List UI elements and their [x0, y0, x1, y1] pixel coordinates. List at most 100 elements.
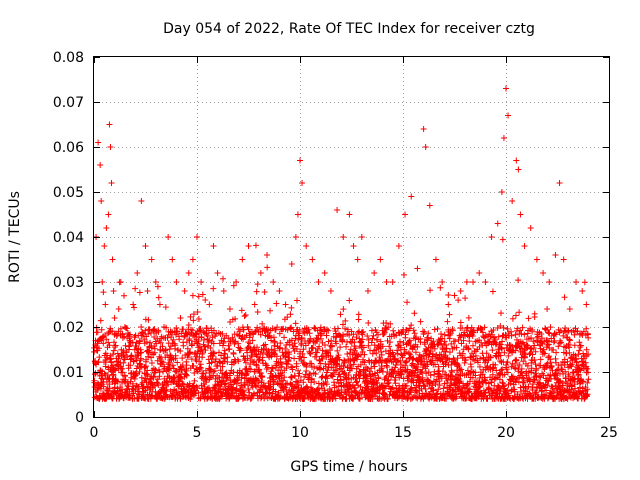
data-point — [165, 234, 172, 240]
data-point — [169, 256, 176, 263]
y-tick-label: 0.04 — [53, 230, 84, 246]
data-point — [101, 243, 108, 249]
data-point — [115, 306, 122, 312]
data-point — [573, 279, 580, 285]
data-point — [142, 243, 149, 249]
data-point — [377, 256, 384, 263]
data-point — [210, 243, 217, 249]
data-point — [105, 211, 112, 218]
data-point — [515, 166, 522, 173]
data-point — [102, 301, 109, 308]
data-point — [445, 301, 452, 308]
x-tick-label: 20 — [497, 425, 515, 441]
y-tick-label: 0.02 — [53, 320, 84, 336]
data-points — [91, 85, 592, 402]
x-tick-label: 15 — [394, 425, 412, 441]
data-point — [156, 301, 163, 308]
data-point — [97, 162, 104, 168]
data-point — [148, 256, 155, 263]
data-point — [383, 279, 390, 285]
data-point — [503, 85, 509, 92]
data-point — [533, 256, 540, 263]
data-point — [233, 279, 240, 285]
data-point — [521, 243, 528, 249]
x-tick-label: 10 — [291, 425, 309, 441]
data-point — [309, 256, 316, 263]
data-point — [214, 270, 221, 276]
y-tick-label: 0.03 — [53, 275, 84, 291]
data-point — [500, 135, 507, 141]
y-axis-label: ROTI / TECUs — [7, 191, 23, 283]
data-point — [282, 301, 289, 308]
data-point — [264, 252, 271, 258]
data-point — [98, 198, 105, 204]
data-point — [239, 256, 246, 263]
data-point — [498, 189, 505, 195]
data-point — [226, 306, 233, 312]
data-point — [294, 211, 301, 218]
data-point — [408, 193, 415, 200]
data-point — [494, 220, 501, 227]
y-tick-label: 0.07 — [53, 95, 84, 111]
data-point — [173, 279, 180, 285]
data-point — [527, 225, 534, 231]
data-point — [358, 234, 365, 240]
data-point — [517, 211, 524, 218]
data-point — [206, 301, 213, 308]
data-point — [288, 261, 295, 267]
data-point — [270, 279, 277, 285]
data-point — [189, 256, 196, 263]
y-tick-label: 0 — [75, 410, 84, 426]
x-tick-label: 25 — [600, 425, 618, 441]
data-point — [457, 288, 464, 294]
data-point — [107, 144, 114, 150]
data-point — [439, 279, 446, 285]
plot-frame — [93, 56, 610, 418]
data-point — [371, 270, 378, 276]
data-point — [463, 279, 470, 285]
data-point — [470, 279, 477, 285]
data-point — [99, 279, 106, 285]
data-point — [560, 256, 567, 263]
data-point — [185, 270, 192, 276]
axis-ticks — [94, 57, 610, 418]
data-point — [513, 157, 520, 164]
data-point — [327, 288, 334, 294]
data-point — [579, 288, 586, 294]
data-point — [420, 126, 427, 132]
data-point — [432, 256, 439, 263]
data-point — [321, 270, 328, 276]
data-point — [402, 211, 409, 218]
data-point — [198, 279, 205, 285]
data-point — [303, 243, 310, 249]
data-point — [130, 301, 137, 308]
data-point — [245, 243, 252, 249]
data-point — [251, 301, 258, 308]
data-point — [134, 270, 141, 276]
data-point — [109, 256, 116, 263]
data-point — [451, 292, 458, 299]
data-point — [364, 288, 371, 294]
data-point — [546, 279, 553, 285]
data-point — [108, 180, 115, 186]
y-tick-label: 0.01 — [53, 365, 84, 381]
data-point — [138, 198, 145, 204]
chart-title: Day 054 of 2022, Rate Of TEC Index for r… — [163, 21, 535, 37]
x-tick-label: 5 — [193, 425, 202, 441]
data-point — [566, 306, 573, 312]
y-tick-label: 0.08 — [53, 50, 84, 66]
data-point — [106, 121, 113, 128]
data-point — [181, 288, 188, 294]
data-point — [552, 252, 559, 258]
data-point — [354, 256, 361, 263]
data-point-cloud — [91, 236, 592, 402]
data-point — [505, 112, 512, 119]
data-point — [152, 279, 159, 285]
data-point — [414, 265, 421, 272]
data-point — [202, 297, 209, 303]
x-tick-label: 0 — [90, 425, 99, 441]
data-point — [299, 180, 306, 186]
data-point — [292, 234, 299, 240]
data-point — [144, 288, 151, 294]
